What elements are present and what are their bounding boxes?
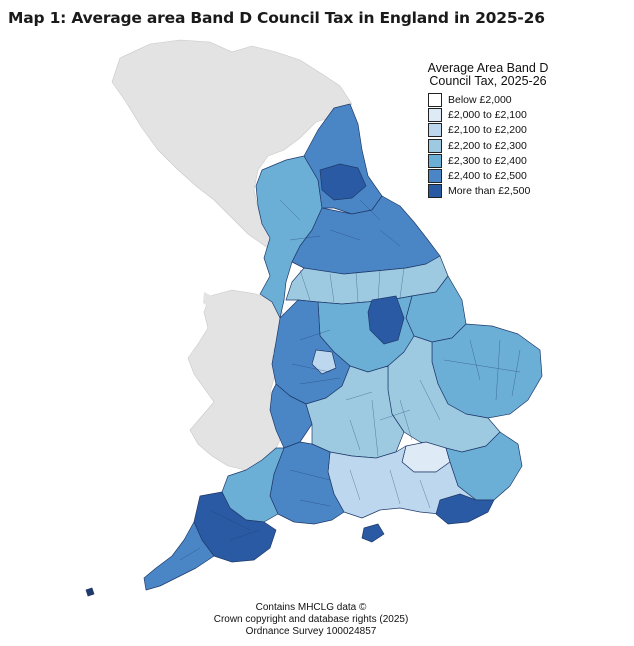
- legend-item: £2,000 to £2,100: [428, 107, 568, 122]
- region-birmingham: [311, 349, 337, 375]
- legend-swatch: [428, 107, 442, 122]
- legend-items: Below £2,000 £2,000 to £2,100 £2,100 to …: [428, 92, 568, 199]
- credits-line2: Crown copyright and database rights (202…: [213, 614, 409, 625]
- legend-item: Below £2,000: [428, 92, 568, 107]
- legend-title-line1: Average Area Band D: [427, 61, 549, 75]
- district-boundaries: [179, 199, 521, 561]
- region-east-sussex: [435, 493, 495, 525]
- legend-label: £2,200 to £2,300: [448, 139, 527, 152]
- legend-item: £2,200 to £2,300: [428, 138, 568, 153]
- legend-label: More than £2,500: [448, 185, 531, 198]
- legend-title: Average Area Band D Council Tax, 2025-26: [418, 62, 558, 88]
- legend-item: £2,400 to £2,500: [428, 168, 568, 184]
- wales-land: [187, 289, 287, 471]
- region-isle-of-wight: [361, 523, 385, 543]
- england-regions: [85, 103, 543, 597]
- legend-label: £2,300 to £2,400: [448, 154, 527, 167]
- legend-swatch: [428, 138, 442, 153]
- credits-line3: Ordnance Survey 100024857: [245, 626, 377, 637]
- legend-item: £2,100 to £2,200: [428, 123, 568, 138]
- legend-label: £2,400 to £2,500: [448, 170, 527, 183]
- legend-title-line2: Council Tax, 2025-26: [429, 74, 547, 88]
- region-nottinghamshire: [367, 295, 405, 345]
- legend-swatch: [428, 184, 442, 199]
- legend-label: £2,000 to £2,100: [448, 108, 527, 121]
- legend-label: £2,100 to £2,200: [448, 124, 527, 137]
- region-isles-of-scilly: [85, 587, 95, 597]
- scotland-land: [111, 39, 353, 249]
- legend-swatch: [428, 169, 442, 184]
- credits-line1: Contains MHCLG data ©: [255, 602, 367, 613]
- legend-item: £2,300 to £2,400: [428, 153, 568, 168]
- legend-item: More than £2,500: [428, 184, 568, 199]
- region-durham: [319, 163, 367, 201]
- legend-swatch: [428, 153, 442, 168]
- map-credits: Contains MHCLG data © Crown copyright an…: [200, 602, 422, 638]
- legend-label: Below £2,000: [448, 93, 512, 106]
- isle-of-man: [203, 292, 212, 308]
- map-title: Map 1: Average area Band D Council Tax i…: [8, 9, 545, 27]
- region-cornwall: [143, 521, 215, 591]
- legend-swatch: [428, 123, 442, 138]
- map-legend: Average Area Band D Council Tax, 2025-26…: [418, 62, 568, 199]
- legend-swatch: [428, 92, 442, 107]
